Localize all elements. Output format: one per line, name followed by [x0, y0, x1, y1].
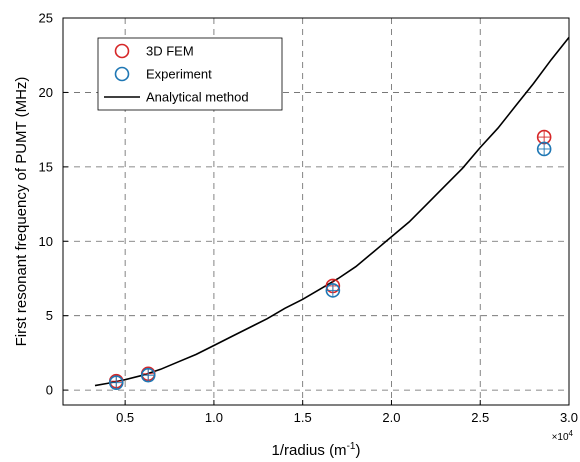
- data-series: [94, 36, 570, 390]
- experiment-point: [108, 375, 124, 390]
- y-tick-label: 15: [39, 159, 53, 174]
- analytical-method-line: [94, 36, 570, 387]
- experiment-point: [140, 367, 156, 383]
- legend: 3D FEM Experiment Analytical method: [97, 37, 283, 111]
- experiment-point: [325, 283, 341, 298]
- experiment-point: [536, 141, 552, 157]
- y-tick-label: 0: [46, 383, 53, 398]
- y-tick-label: 10: [39, 234, 53, 249]
- x-tick-label: 2.5: [471, 410, 489, 425]
- x-tick-label: 1.0: [205, 410, 223, 425]
- legend-analytical-method-label: Analytical method: [146, 90, 249, 105]
- axis-ticks: 0.5 1.0 1.5 2.0 2.5 3.0 0 5 10 15 20 25: [39, 11, 579, 426]
- x-axis-multiplier: ×104: [552, 429, 574, 443]
- grid-lines: [63, 18, 569, 405]
- x-tick-label: 1.5: [294, 410, 312, 425]
- x-axis-label: 1/radius (m-1): [272, 441, 361, 459]
- legend-3d-fem-label: 3D FEM: [146, 44, 194, 59]
- legend-3d-fem-swatch: [114, 43, 130, 59]
- x-tick-label: 3.0: [560, 410, 578, 425]
- x-tick-label: 2.0: [382, 410, 400, 425]
- y-tick-label: 25: [39, 11, 53, 26]
- plot-area-frame: [62, 17, 570, 406]
- legend-experiment-label: Experiment: [146, 67, 212, 82]
- y-tick-label: 20: [39, 85, 53, 100]
- y-tick-label: 5: [46, 308, 53, 323]
- legend-experiment-swatch: [114, 66, 130, 82]
- y-axis-label: First resonant frequency of PUMT (MHz): [13, 77, 30, 347]
- x-tick-label: 0.5: [116, 410, 134, 425]
